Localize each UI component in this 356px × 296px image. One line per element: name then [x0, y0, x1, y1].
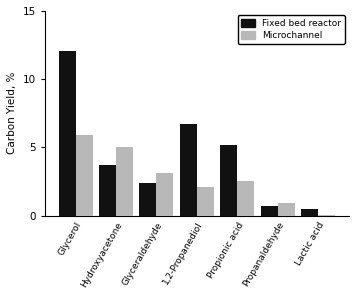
Bar	[278, 203, 295, 215]
Bar	[197, 187, 214, 215]
Y-axis label: Carbon Yield, %: Carbon Yield, %	[7, 72, 17, 155]
Bar	[116, 147, 133, 215]
Bar	[220, 145, 237, 215]
Bar	[261, 206, 278, 215]
Bar	[180, 124, 197, 215]
Legend: Fixed bed reactor, Microchannel: Fixed bed reactor, Microchannel	[237, 15, 345, 44]
Bar	[99, 165, 116, 215]
Bar	[237, 181, 254, 215]
Bar	[75, 135, 93, 215]
Bar	[59, 51, 75, 215]
Bar	[301, 209, 318, 215]
Bar	[140, 183, 157, 215]
Bar	[157, 173, 173, 215]
